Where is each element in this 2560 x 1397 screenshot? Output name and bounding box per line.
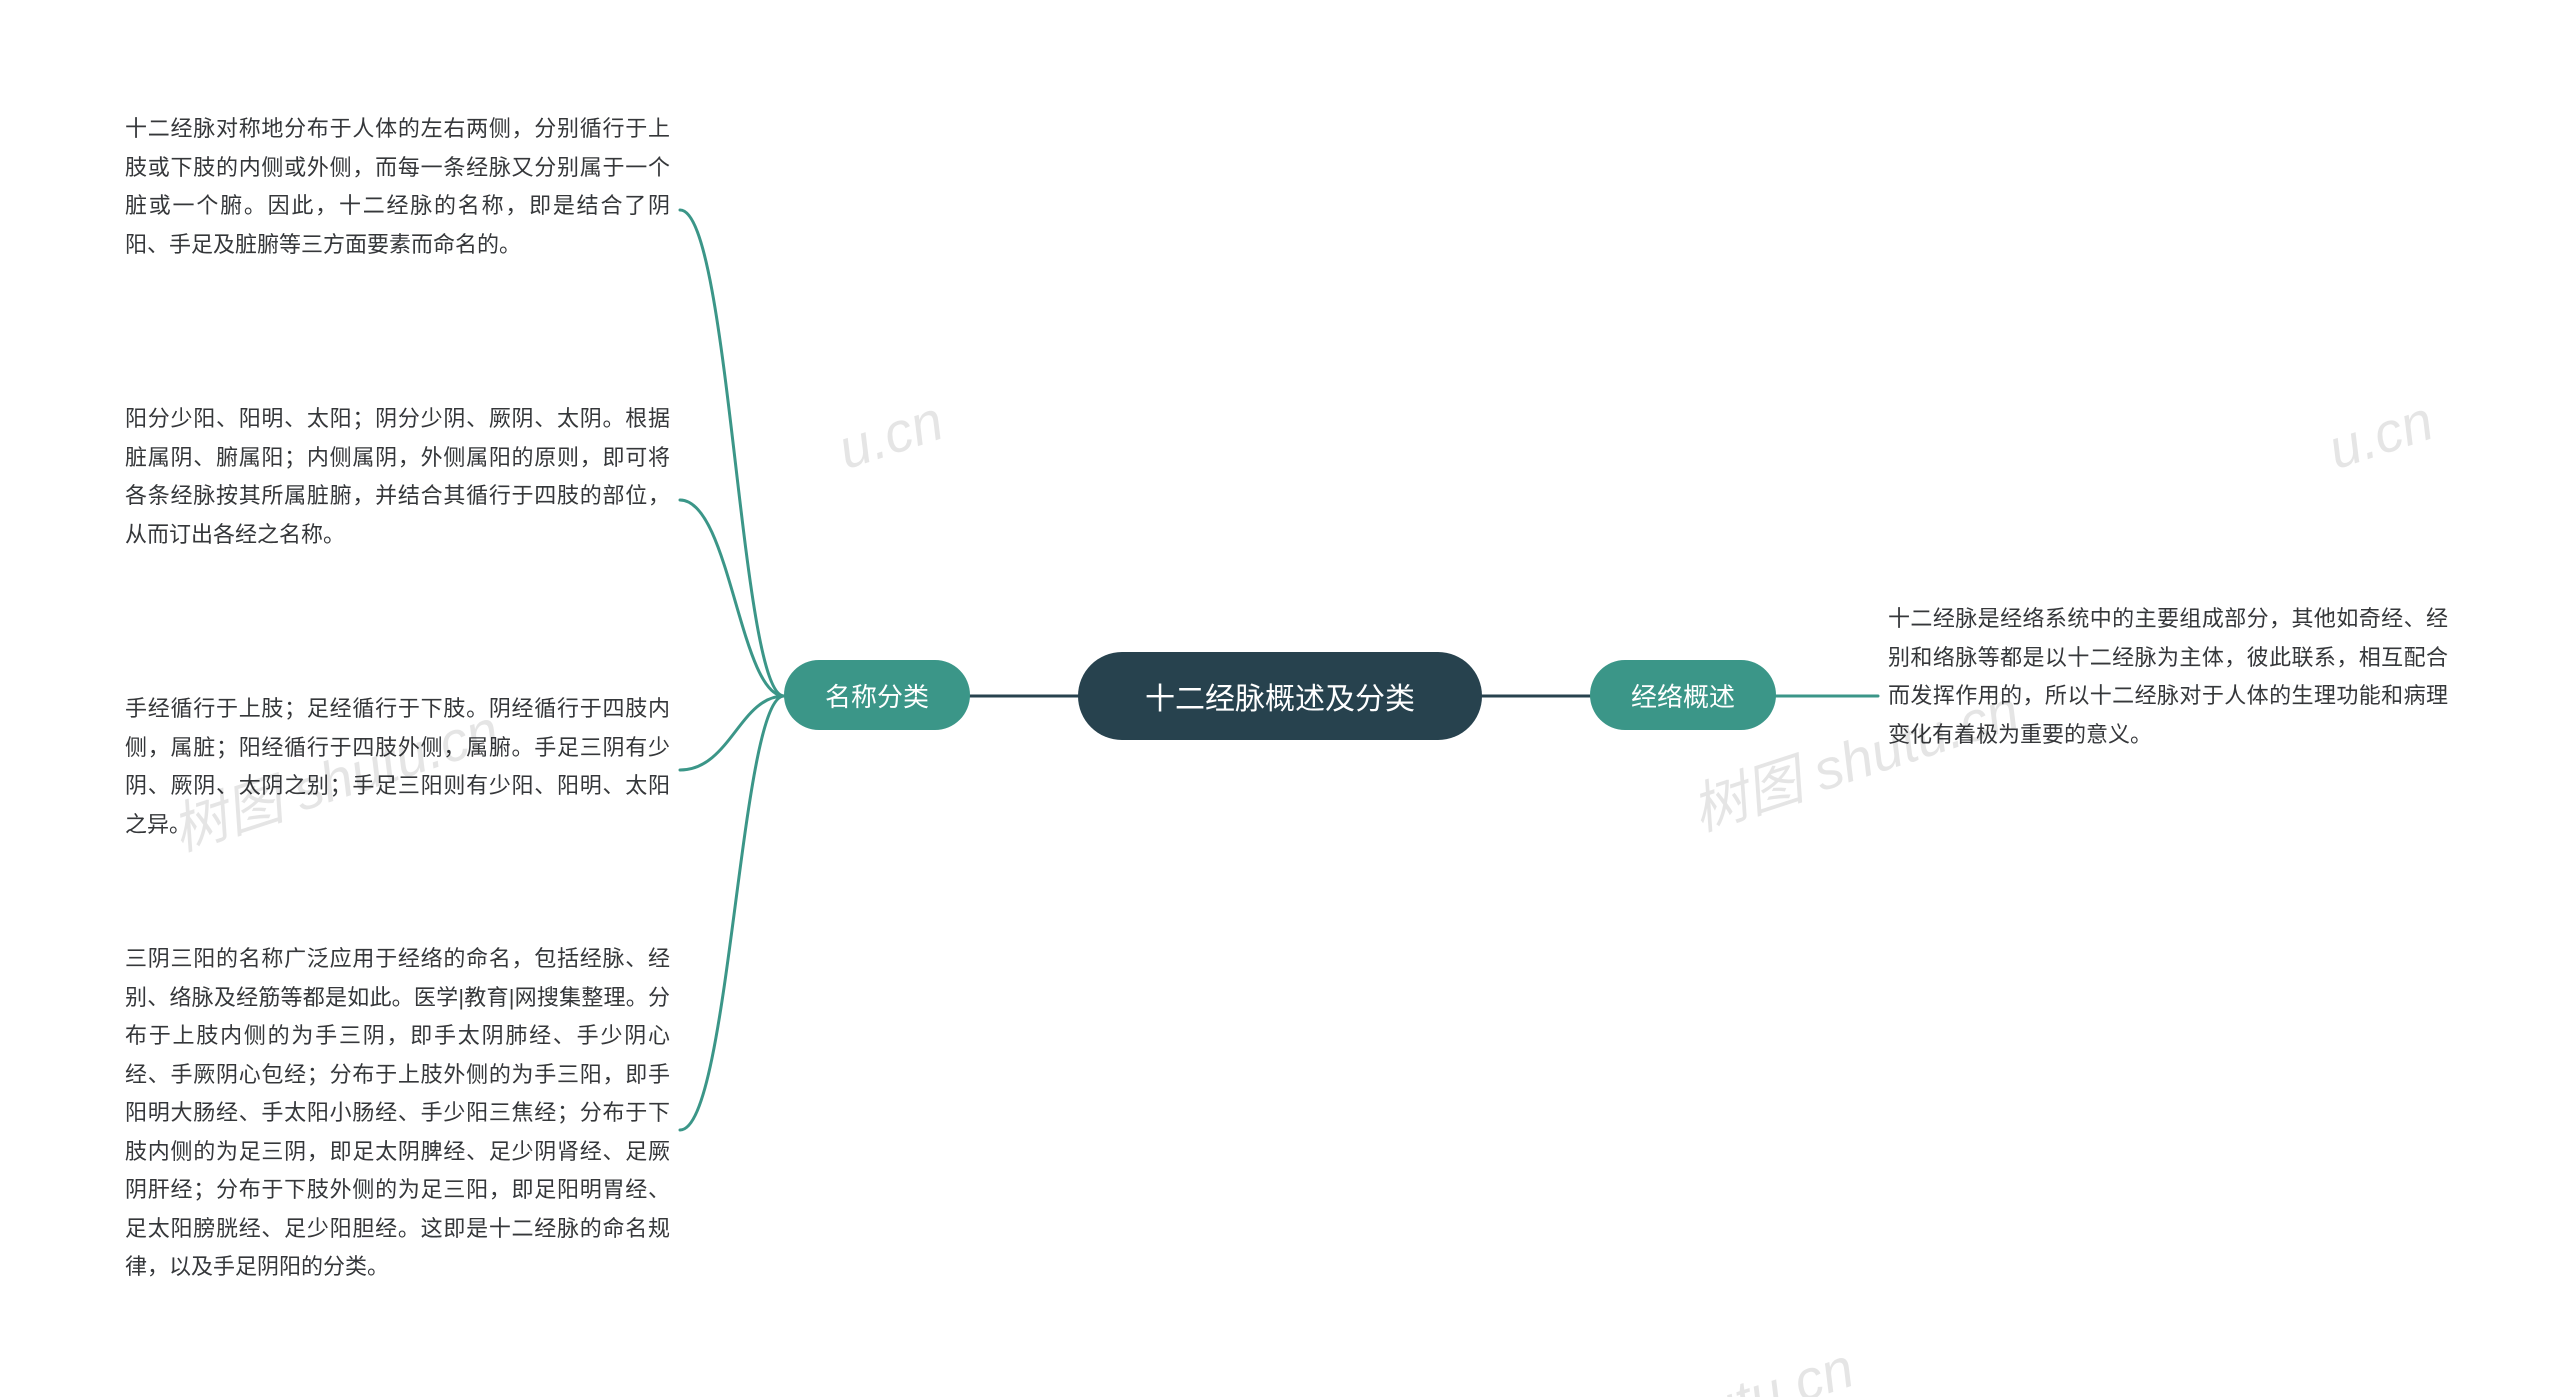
left-leaf-1: 阳分少阳、阳明、太阳；阴分少阴、厥阴、太阴。根据脏属阴、腑属阳；内侧属阴，外侧属… xyxy=(125,400,670,600)
watermark: shutu.cn xyxy=(1640,1335,1861,1397)
left-leaf-2: 手经循行于上肢；足经循行于下肢。阴经循行于四肢内侧，属脏；阳经循行于四肢外侧，属… xyxy=(125,690,670,850)
center-node[interactable]: 十二经脉概述及分类 xyxy=(1078,652,1482,740)
watermark: u.cn xyxy=(830,387,951,482)
left-leaf-0: 十二经脉对称地分布于人体的左右两侧，分别循行于上肢或下肢的内侧或外侧，而每一条经… xyxy=(125,110,670,310)
right-leaf-0: 十二经脉是经络系统中的主要组成部分，其他如奇经、经别和络脉等都是以十二经脉为主体… xyxy=(1888,600,2448,800)
right-branch-node[interactable]: 经络概述 xyxy=(1590,660,1776,730)
left-branch-node[interactable]: 名称分类 xyxy=(784,660,970,730)
watermark: u.cn xyxy=(2320,387,2441,482)
left-leaf-3: 三阴三阳的名称广泛应用于经络的命名，包括经脉、经别、络脉及经筋等都是如此。医学|… xyxy=(125,940,670,1320)
